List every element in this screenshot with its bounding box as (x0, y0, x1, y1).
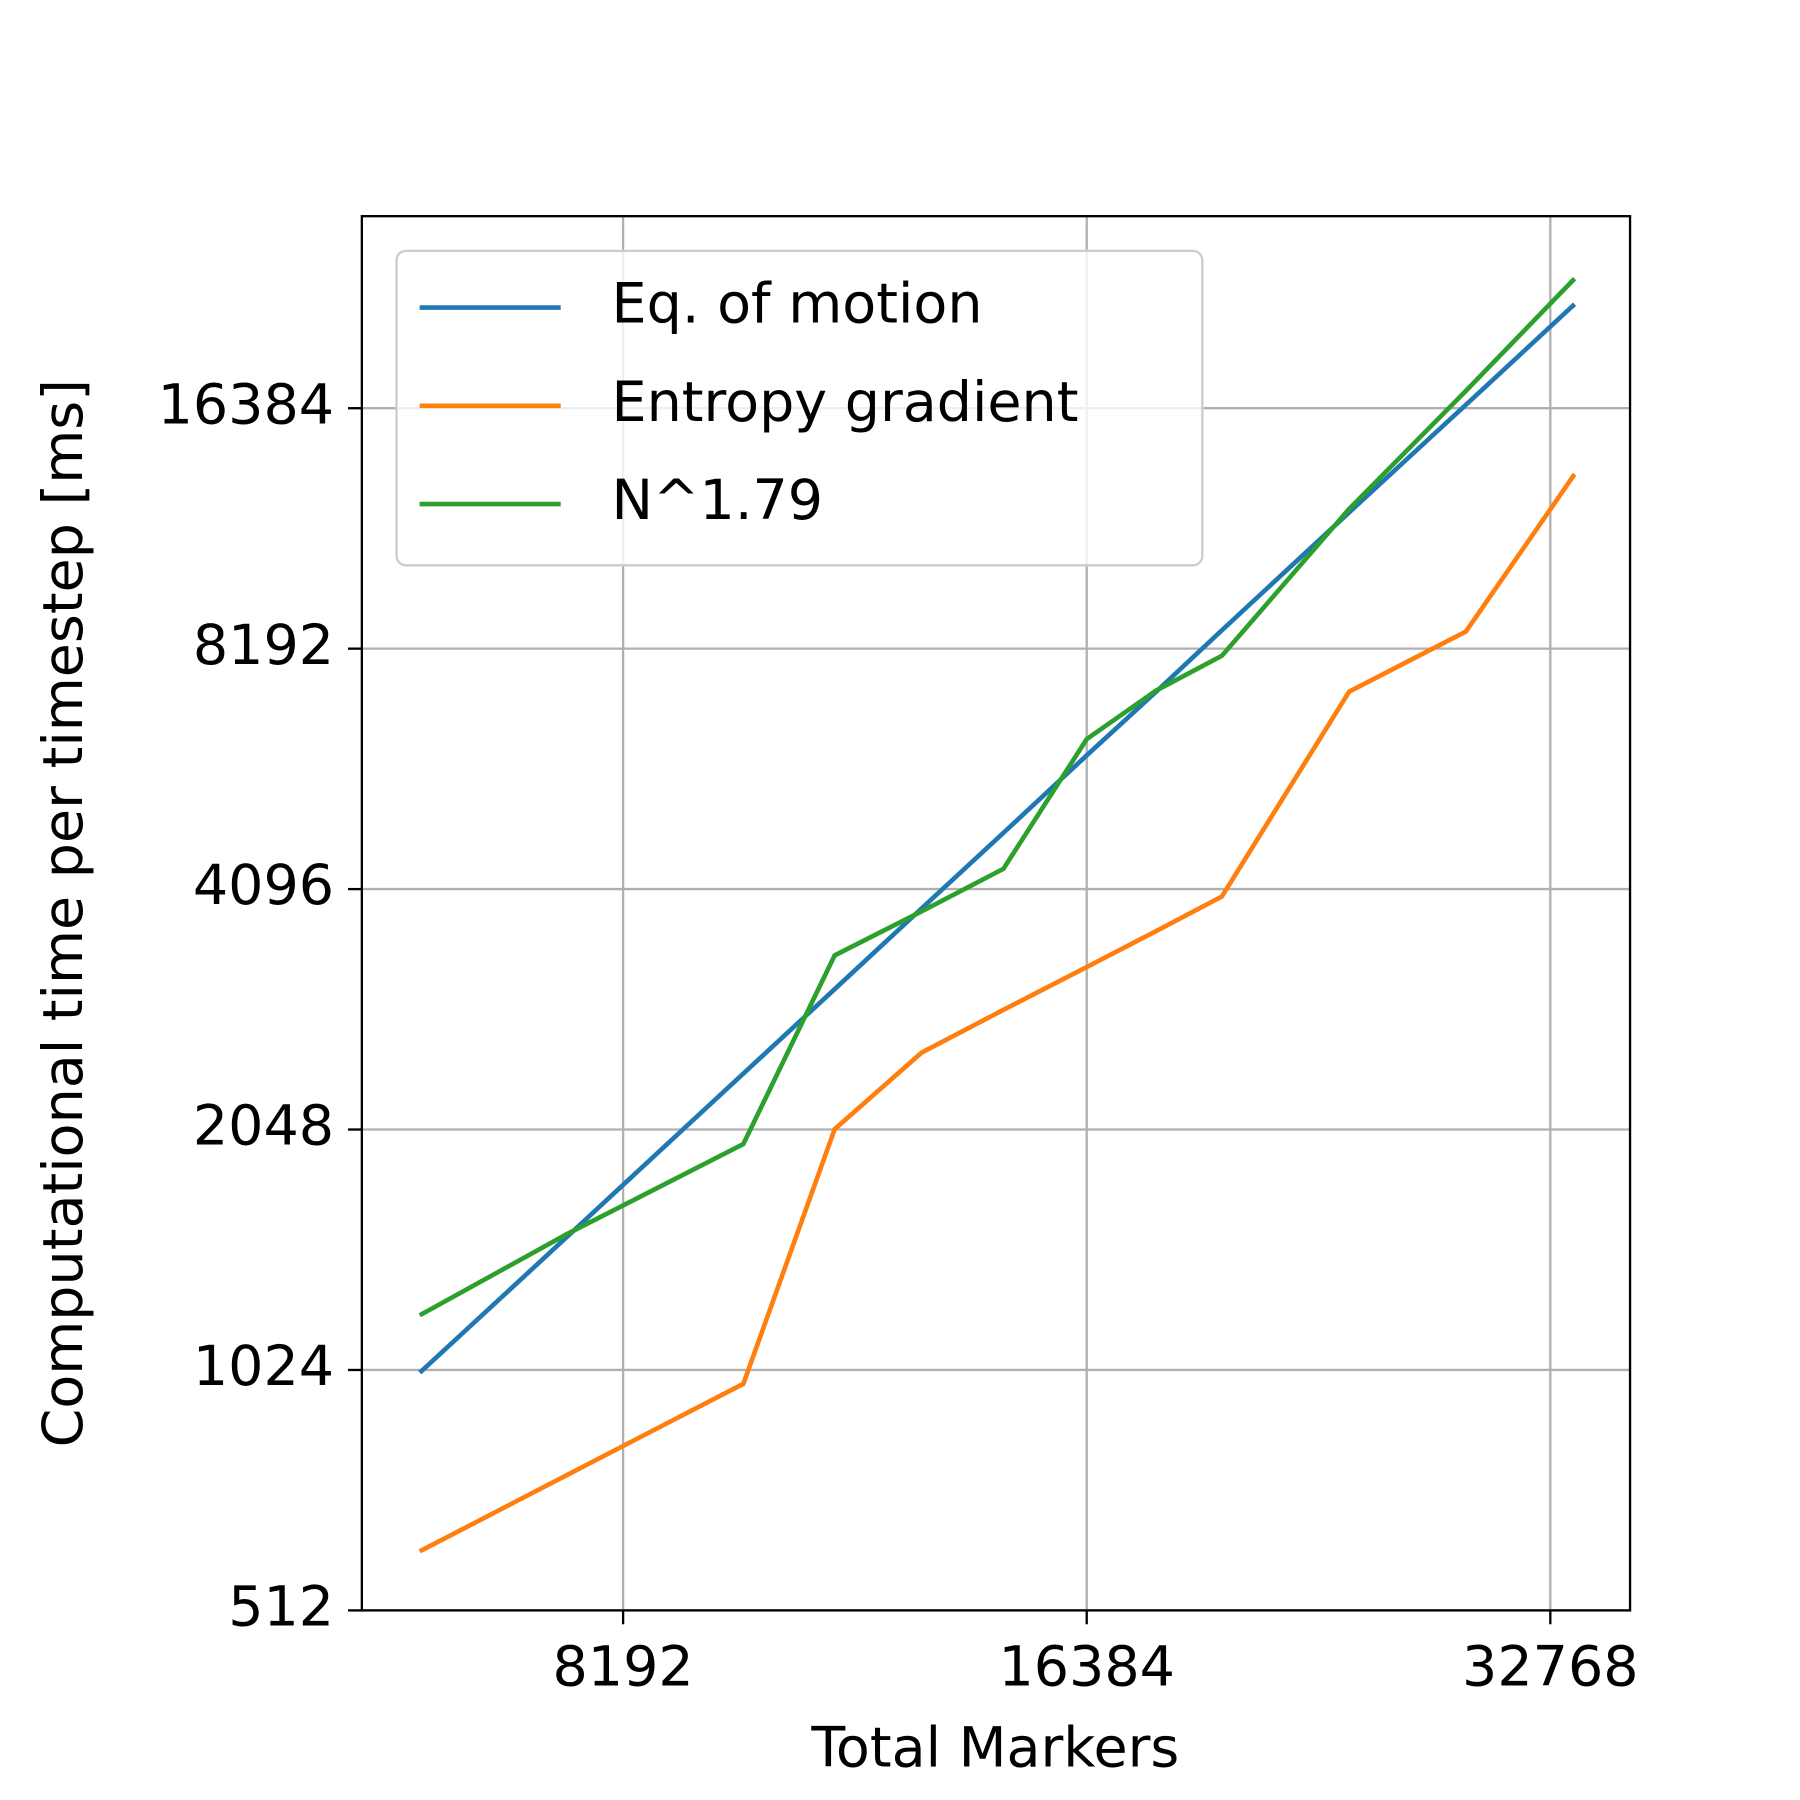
y-tick-label: 1024 (193, 1334, 334, 1399)
series-line (418, 472, 1577, 1554)
y-tick-label: 2048 (193, 1094, 334, 1159)
legend-label: N^1.79 (612, 468, 824, 533)
y-tick-label: 8192 (193, 613, 334, 678)
x-axis-label: Total Markers (810, 1716, 1179, 1781)
legend-box (395, 249, 1204, 567)
series-line (418, 302, 1577, 1375)
y-axis-label: Computational time per timestep [ms] (31, 379, 96, 1447)
legend-label: Eq. of motion (612, 272, 983, 337)
x-tick-label: 16384 (998, 1635, 1175, 1700)
plot-frame (360, 215, 1632, 1612)
x-tick-label: 8192 (553, 1635, 694, 1700)
y-tick-label: 4096 (193, 853, 334, 918)
x-tick-label: 32768 (1462, 1635, 1639, 1700)
legend-label: Entropy gradient (612, 370, 1079, 435)
y-tick-label: 16384 (158, 372, 335, 437)
series-line (418, 277, 1577, 1318)
y-tick-label: 512 (228, 1575, 334, 1640)
